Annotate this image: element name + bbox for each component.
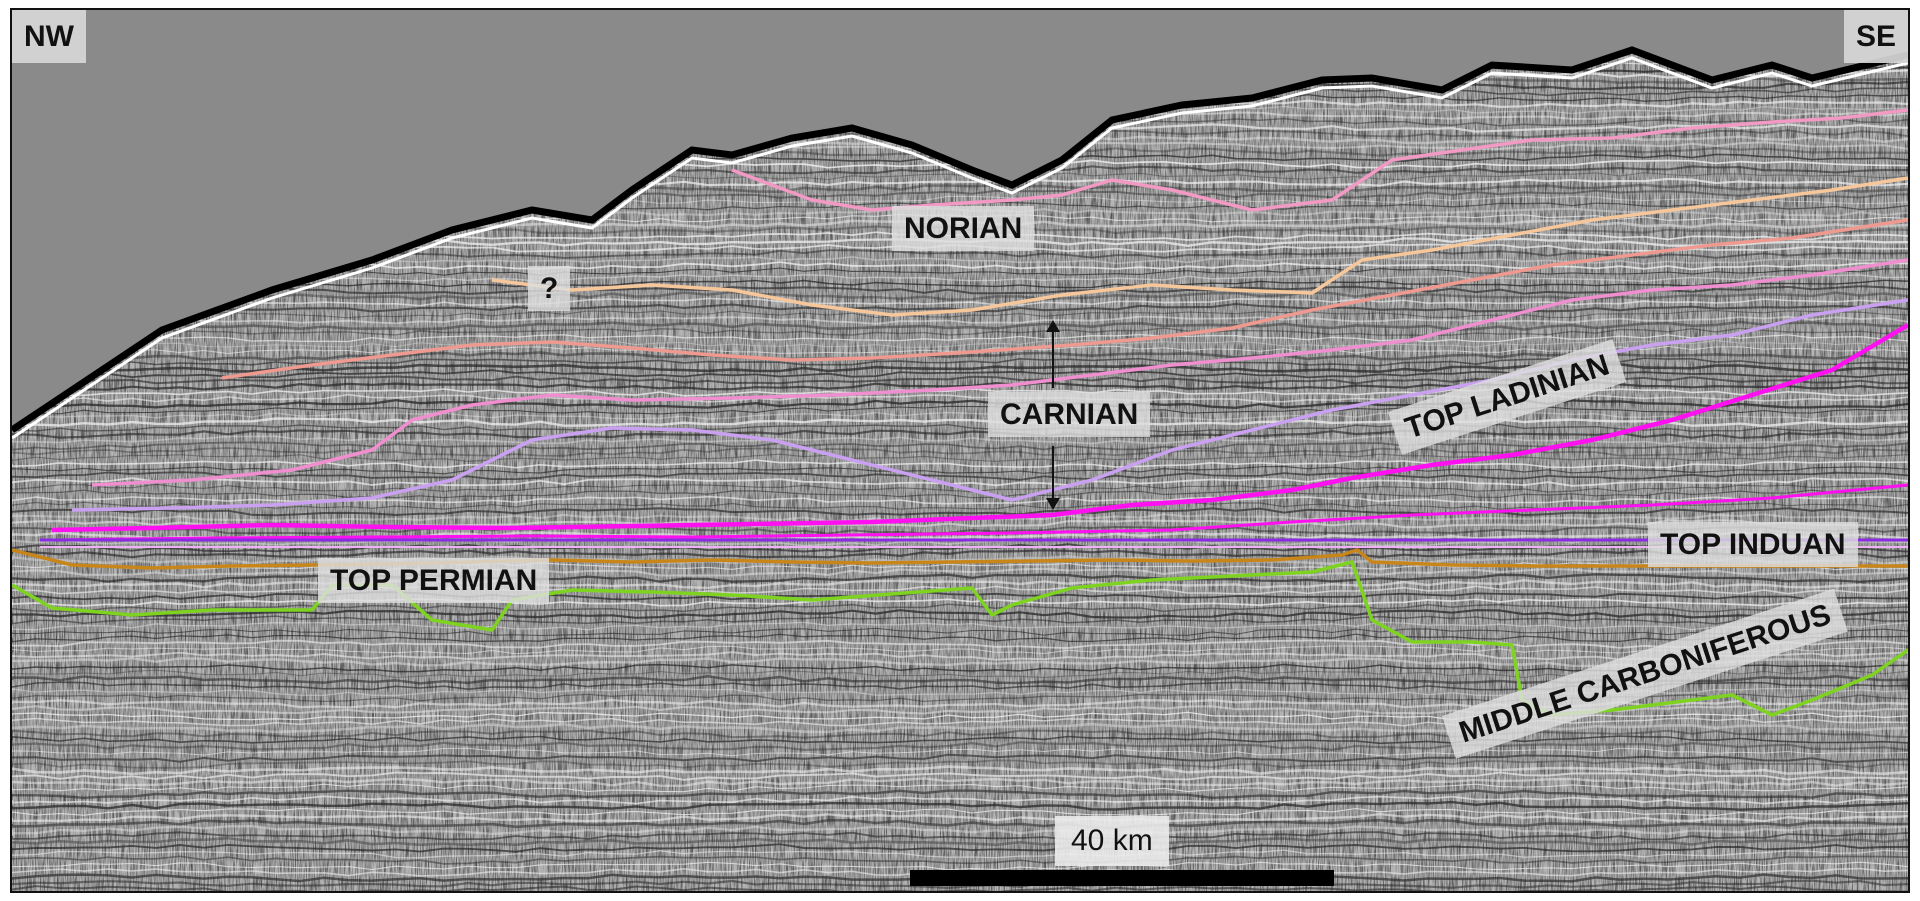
reflector-line [12, 489, 1908, 499]
salmon-horizon [221, 218, 1908, 380]
reflector-line [12, 507, 1908, 517]
reflector-line [12, 807, 1908, 817]
reflector-line [12, 651, 1908, 661]
reflector-line [12, 320, 1908, 332]
reflector-line [12, 465, 1908, 475]
reflector-line [12, 285, 1908, 295]
reflector-line [12, 753, 1908, 763]
reflector-line [12, 603, 1908, 613]
orientation-se-label: SE [1843, 10, 1908, 63]
seafloor-reflector [12, 46, 1908, 433]
reflector-line [12, 789, 1908, 800]
reflector-line [12, 879, 1908, 890]
reflector-line [12, 849, 1908, 859]
reflector-line [12, 405, 1908, 415]
reflector-line [12, 711, 1908, 721]
question-label: ? [528, 266, 571, 311]
pink-horizon [91, 258, 1908, 487]
reflector-line [12, 333, 1908, 343]
seismic-section-image [12, 10, 1908, 891]
top-induan-label: TOP INDUAN [1648, 522, 1858, 567]
reflector-line [12, 567, 1908, 577]
reflector-line [12, 741, 1908, 752]
reflector-line [12, 315, 1908, 325]
reflector-line [12, 573, 1908, 583]
reflector-line [12, 441, 1908, 451]
reflector-line [12, 717, 1908, 727]
reflector-line [12, 633, 1908, 643]
reflector-line [12, 339, 1908, 348]
reflector-line [12, 393, 1908, 403]
reflector-line [12, 855, 1908, 865]
reflector-line [12, 327, 1908, 337]
reflector-line [12, 483, 1908, 493]
reflector-line [12, 861, 1908, 871]
reflector-line [12, 735, 1908, 745]
reflector-line [12, 302, 1908, 313]
scale-bar [910, 870, 1334, 886]
reflector-line [12, 771, 1908, 781]
reflector-line [12, 459, 1908, 469]
orientation-nw-label: NW [12, 10, 86, 63]
reflector-line [12, 417, 1908, 428]
carnian-arrow-up [1052, 328, 1054, 388]
reflector-line [12, 795, 1908, 805]
reflector-line [12, 429, 1908, 439]
reflector-line [12, 831, 1908, 841]
reflector-line [12, 279, 1908, 289]
reflector-line [12, 722, 1908, 734]
reflector-line [12, 579, 1908, 590]
carnian-label: CARNIAN [988, 392, 1151, 437]
reflector-line [12, 843, 1908, 853]
reflector-line [12, 836, 1908, 847]
reflector-line [12, 621, 1908, 631]
seismic-section-frame: NW SE NORIAN ? CARNIAN TOP LADINIAN TOP … [10, 8, 1910, 893]
reflector-line [12, 825, 1908, 836]
reflector-line [12, 800, 1908, 811]
reflector-line [12, 885, 1908, 891]
reflector-line [12, 591, 1908, 601]
reflector-line [12, 399, 1908, 409]
carnian-arrow-down [1052, 446, 1054, 502]
reflector-line [12, 609, 1908, 619]
reflector-line [12, 627, 1908, 637]
reflector-line [12, 759, 1908, 769]
reflector-line [12, 645, 1908, 655]
reflector-line [12, 598, 1908, 607]
reflector-line [12, 423, 1908, 433]
reflector-line [12, 783, 1908, 793]
seafloor-reflector-halo [12, 56, 1908, 440]
arrow-up-icon [1046, 320, 1060, 332]
reflector-line [12, 411, 1908, 421]
reflector-line [12, 549, 1908, 559]
reflector-line [12, 729, 1908, 739]
reflector-line [12, 471, 1908, 481]
reflector-line [12, 310, 1908, 319]
reflector-line [12, 447, 1908, 457]
norian-label: NORIAN [892, 206, 1035, 251]
reflector-line [12, 656, 1908, 668]
top-permian-label: TOP PERMIAN [318, 558, 550, 603]
peach-horizon [491, 176, 1908, 317]
reflector-line [12, 818, 1908, 830]
norian-horizon [731, 108, 1908, 212]
reflector-line [12, 777, 1908, 788]
top-ladinian-horizon [51, 323, 1908, 533]
reflector-line [12, 747, 1908, 757]
reflector-line [12, 812, 1908, 823]
scale-bar-label: 40 km [1055, 816, 1169, 866]
reflector-line [12, 297, 1908, 307]
reflector-line [12, 453, 1908, 463]
arrow-down-icon [1046, 498, 1060, 510]
reflector-line [12, 639, 1908, 649]
reflector-line [12, 765, 1908, 776]
magenta-lower-horizon [51, 483, 1908, 542]
reflector-line [12, 615, 1908, 625]
